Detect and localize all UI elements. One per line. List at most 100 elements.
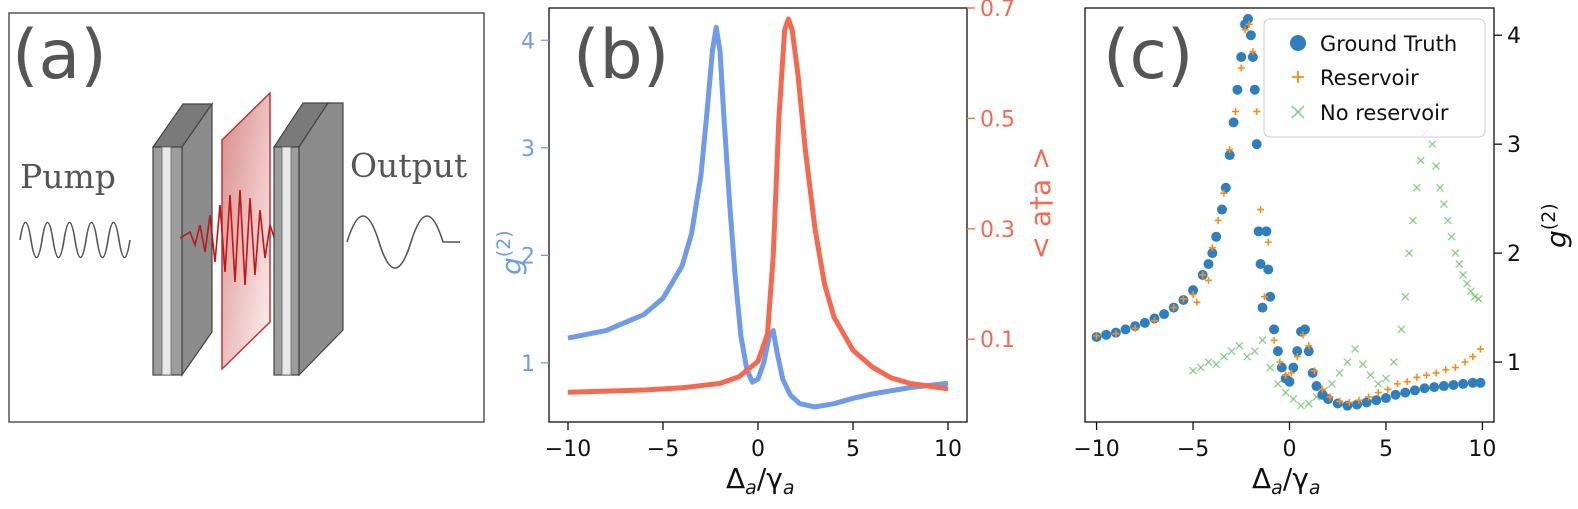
ground-truth-point (1220, 182, 1231, 193)
ground-truth-point (1216, 204, 1227, 215)
photon-number-line (567, 16, 949, 395)
no-reservoir-point (1459, 270, 1468, 279)
reservoir-point (1208, 244, 1216, 252)
reservoir-point (1311, 367, 1319, 375)
y-tick-label: 2 (1507, 242, 1521, 267)
reservoir-point (1260, 293, 1268, 301)
reservoir-point (1355, 396, 1363, 404)
reservoir-point (1214, 216, 1222, 224)
legend-marker-ground-truth (1290, 35, 1306, 51)
left-y-tick-label: 2 (521, 244, 535, 269)
x-tick-label: −5 (1177, 437, 1209, 462)
ground-truth-point (1371, 395, 1382, 406)
reservoir-point (1451, 364, 1459, 372)
left-y-tick-label: 3 (521, 137, 535, 162)
ground-truth-point (1251, 139, 1262, 150)
ground-truth-point (1307, 367, 1318, 378)
ground-truth-point (1247, 52, 1258, 63)
x-tick-label: 0 (751, 437, 765, 462)
panel-c-xlabel: Δa/γa (1252, 462, 1320, 499)
no-reservoir-point (1366, 371, 1375, 380)
no-reservoir-point (1235, 341, 1244, 350)
no-reservoir-point (1250, 347, 1259, 356)
no-reservoir-point (1196, 363, 1205, 372)
ground-truth-point (1224, 150, 1235, 161)
legend-label-reservoir: Reservoir (1320, 66, 1419, 90)
no-reservoir-point (1389, 358, 1398, 367)
legend-box (1263, 18, 1486, 138)
reservoir-point (1270, 336, 1278, 344)
ground-truth-point (1159, 309, 1170, 320)
panel-c-x-ticks: −10 −5 0 5 10 (1073, 422, 1496, 462)
legend-label-ground-truth: Ground Truth (1320, 32, 1457, 56)
ground-truth-point (1467, 377, 1478, 388)
panel-b-xlabel: Δa/γa (726, 462, 794, 499)
reservoir-point (1318, 385, 1326, 393)
ground-truth-point (1269, 324, 1280, 335)
x-tick-label: 5 (1379, 437, 1393, 462)
no-reservoir-point (1243, 352, 1252, 361)
panel-c-ylabel: g(2) (1538, 203, 1573, 248)
reservoir-point (1170, 304, 1178, 312)
right-y-tick-label: 0.1 (980, 328, 1015, 353)
x-tick-label: 10 (1468, 437, 1496, 462)
right-y-tick-label: 0.5 (980, 107, 1015, 132)
legend-marker-no-reservoir (1291, 105, 1305, 119)
x-tick-label: −5 (647, 437, 679, 462)
reservoir-point (1189, 291, 1197, 299)
ground-truth-point (1255, 259, 1266, 270)
legend-plus (1292, 71, 1304, 83)
reservoir-point (1245, 20, 1253, 28)
no-reservoir-point (1474, 294, 1483, 303)
reservoir-point (1249, 48, 1257, 56)
no-reservoir-point (1327, 379, 1336, 388)
output-label: Output (350, 146, 467, 185)
no-reservoir-point (1304, 399, 1313, 408)
ground-truth-point (1272, 346, 1283, 357)
reservoir-point (1231, 108, 1239, 115)
reservoir-point (1179, 295, 1187, 303)
x-tick-label: 5 (846, 437, 860, 462)
ground-truth-point (1284, 376, 1295, 387)
panel-c-letter: (c) (1103, 16, 1193, 95)
reservoir-point (1403, 378, 1411, 386)
reservoir-point (1374, 389, 1382, 397)
no-reservoir-point (1273, 379, 1282, 388)
no-reservoir-point (1470, 292, 1479, 301)
y-tick-label: 3 (1507, 133, 1521, 158)
ground-truth-point (1257, 302, 1268, 313)
ground-truth-point (1253, 226, 1264, 237)
legend-x (1291, 105, 1305, 119)
left-y-tick-label: 1 (521, 352, 535, 377)
no-reservoir-point (1204, 358, 1213, 367)
panel-b-right-y-ticks: 0.1 0.3 0.5 0.7 (967, 0, 1015, 353)
x-tick-label: 0 (1283, 437, 1297, 462)
no-reservoir-point (1401, 292, 1410, 301)
no-reservoir-point (1266, 363, 1275, 372)
reservoir-point (1150, 317, 1158, 325)
ground-truth-point (1400, 387, 1411, 398)
reservoir-point (1394, 380, 1402, 388)
reservoir-point (1199, 271, 1207, 279)
y-tick-label: 1 (1507, 351, 1521, 376)
reservoir-point (1422, 371, 1430, 379)
reservoir-point (1365, 393, 1373, 401)
ground-truth-point (1448, 379, 1459, 390)
no-reservoir-point (1335, 368, 1344, 377)
reservoir-point (1257, 206, 1265, 214)
right-y-tick-label: 0.3 (980, 218, 1015, 243)
ground-truth-point (1288, 362, 1299, 373)
panel-b-left-ylabel: g(2) (493, 230, 528, 275)
panel-b-left-y-ticks: 1 2 3 4 (521, 29, 549, 377)
reservoir-point (1276, 358, 1284, 366)
panel-b-right-ylabel: < a†a > (1024, 146, 1057, 259)
reservoir-point (1345, 398, 1353, 406)
ground-truth-point (1263, 264, 1274, 275)
x-tick-label: −10 (1073, 437, 1119, 462)
no-reservoir-point (1289, 395, 1298, 404)
reservoir-point (1299, 331, 1307, 339)
ground-truth-point (1139, 317, 1150, 328)
no-reservoir-point (1451, 249, 1460, 258)
ground-truth-point (1276, 362, 1287, 373)
